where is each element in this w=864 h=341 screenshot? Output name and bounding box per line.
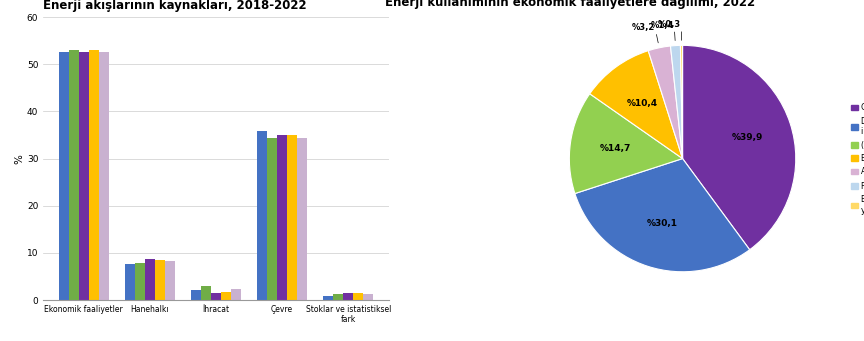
Text: %39,9: %39,9 <box>732 133 763 142</box>
Bar <box>79 53 89 300</box>
Bar <box>201 286 211 300</box>
Text: Enerji kullanımının ekonomik faaliyetlere dağılımı, 2022: Enerji kullanımının ekonomik faaliyetler… <box>385 0 755 9</box>
Text: %30,1: %30,1 <box>646 219 677 228</box>
Bar <box>135 263 145 300</box>
Bar <box>191 290 201 300</box>
Wedge shape <box>681 45 683 159</box>
Y-axis label: %: % <box>14 154 24 163</box>
Bar <box>334 294 343 300</box>
Text: %10,4: %10,4 <box>626 99 658 108</box>
Text: %14,7: %14,7 <box>600 144 631 153</box>
Bar <box>277 135 287 300</box>
Text: %1,4: %1,4 <box>651 21 674 30</box>
Wedge shape <box>683 45 796 250</box>
Bar <box>89 50 98 300</box>
Bar <box>98 53 109 300</box>
Bar <box>155 260 165 300</box>
Bar <box>125 264 135 300</box>
Bar <box>363 294 373 300</box>
Bar <box>353 294 363 300</box>
Bar <box>145 259 155 300</box>
Wedge shape <box>590 51 683 159</box>
Legend: C - İmalat sanayi, D - Elektrik, gaz, buhar ve
iklimlendirme üretimi ve dağıtımı: C - İmalat sanayi, D - Elektrik, gaz, bu… <box>851 103 864 214</box>
Bar <box>323 296 334 300</box>
Bar <box>343 294 353 300</box>
Bar <box>211 293 221 300</box>
Bar <box>165 261 175 300</box>
Bar <box>287 135 297 300</box>
Wedge shape <box>670 45 683 159</box>
Bar <box>69 50 79 300</box>
Bar <box>231 289 241 300</box>
Bar <box>257 131 267 300</box>
Text: %0,3: %0,3 <box>658 20 682 29</box>
Bar <box>267 138 277 300</box>
Text: Enerji akışlarının kaynakları, 2018-2022: Enerji akışlarının kaynakları, 2018-2022 <box>43 0 307 12</box>
Wedge shape <box>569 94 683 194</box>
Wedge shape <box>648 46 683 159</box>
Bar <box>59 53 69 300</box>
Wedge shape <box>575 159 750 272</box>
Bar <box>221 292 231 300</box>
Bar <box>297 138 307 300</box>
Text: %3,2: %3,2 <box>632 23 655 32</box>
